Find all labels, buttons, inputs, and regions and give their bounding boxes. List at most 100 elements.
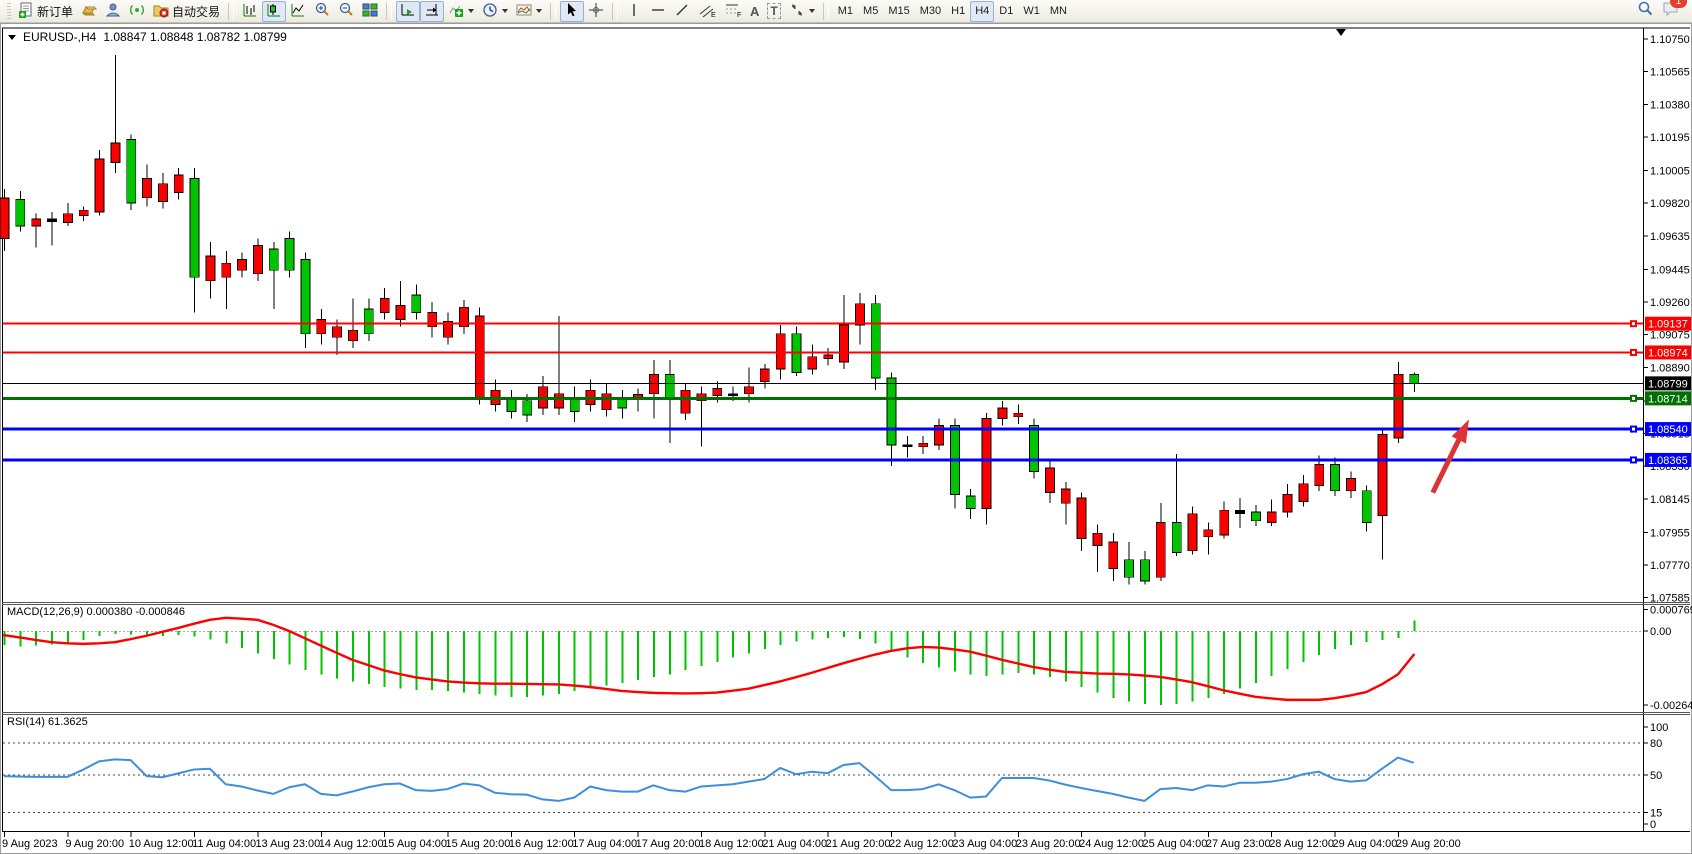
- candle: [237, 259, 248, 271]
- time-axis-label: 11 Aug 04:00: [192, 838, 256, 850]
- candle: [1108, 541, 1119, 569]
- arrows-tool-button[interactable]: [785, 1, 819, 22]
- tile-windows-button[interactable]: [358, 1, 382, 22]
- timeframe-mn-button[interactable]: MN: [1049, 5, 1067, 17]
- candle: [1235, 509, 1245, 515]
- market-watch-button[interactable]: [77, 1, 101, 22]
- chart-plot-area[interactable]: [2, 28, 1643, 602]
- bar-chart-mode-button[interactable]: [238, 1, 262, 22]
- toolbar-grip[interactable]: [7, 3, 11, 19]
- profile-button[interactable]: [101, 1, 125, 22]
- trend-arrow-annotation[interactable]: [1430, 435, 1463, 494]
- price-badge-label: 1.09137: [1648, 319, 1688, 331]
- candle: [94, 158, 105, 213]
- fibonacci-tool-button[interactable]: F: [720, 1, 746, 22]
- macd-tick-label: 0.00: [1650, 626, 1671, 638]
- indicators-dropdown-caret: [468, 9, 475, 13]
- auto-scroll-icon: [400, 2, 416, 21]
- candle: [1124, 559, 1135, 578]
- candle: [1076, 497, 1087, 539]
- time-axis-label: 21 Aug 20:00: [826, 838, 891, 850]
- auto-scroll-button[interactable]: [396, 0, 421, 22]
- timeframe-m30-button[interactable]: M30: [919, 5, 942, 17]
- tile-windows-icon: [362, 2, 378, 21]
- templates-button[interactable]: [512, 1, 546, 22]
- time-axis-label: 17 Aug 20:00: [636, 838, 701, 850]
- candle: [189, 178, 200, 278]
- zoom-in-button[interactable]: [310, 1, 334, 22]
- macd-signal-line: [2, 616, 1415, 702]
- time-axis-label: 15 Aug 04:00: [382, 838, 447, 850]
- chat-button[interactable]: 1: [1662, 0, 1687, 22]
- chart-shift-marker[interactable]: [1336, 29, 1346, 36]
- periods-button[interactable]: [478, 1, 512, 22]
- time-scale-area[interactable]: [2, 832, 1690, 853]
- chart-window: [0, 23, 1692, 854]
- timeframe-w1-button[interactable]: W1: [1023, 5, 1040, 17]
- price-tick-label: 1.08890: [1650, 362, 1690, 374]
- time-axis-label: 10 Aug 12:00: [129, 838, 194, 850]
- rsi-line: [3, 756, 1415, 802]
- chart-shift-button[interactable]: [420, 0, 445, 22]
- candle: [712, 388, 723, 396]
- cursor-tool-button[interactable]: [560, 0, 585, 22]
- search-icon[interactable]: [1637, 0, 1654, 22]
- candle: [965, 495, 976, 509]
- signals-button[interactable]: [125, 1, 149, 22]
- timeframe-h4-button[interactable]: H4: [970, 0, 995, 22]
- candle: [205, 255, 216, 282]
- price-tick-label: 1.09075: [1650, 330, 1690, 342]
- candlestick-mode-button[interactable]: [262, 0, 287, 22]
- candle: [458, 306, 469, 328]
- candle: [601, 393, 612, 411]
- trendline-tool-button[interactable]: [670, 1, 694, 22]
- candle: [0, 197, 10, 239]
- profile-person-icon: [105, 2, 121, 21]
- horizontal-line-tool-button[interactable]: [646, 1, 670, 22]
- indicators-add-icon: [448, 2, 464, 21]
- price-tick-label: 1.10565: [1650, 67, 1690, 79]
- indicators-button[interactable]: [444, 1, 478, 22]
- candlestick-icon: [266, 2, 282, 21]
- candle: [1060, 488, 1071, 504]
- candle: [807, 356, 818, 370]
- candle: [332, 326, 343, 338]
- candle: [649, 373, 659, 395]
- timeframe-h1-button[interactable]: H1: [951, 5, 966, 17]
- candle: [1314, 463, 1325, 486]
- zoom-out-icon: [338, 2, 354, 21]
- price-tick-label: 1.09445: [1650, 264, 1690, 276]
- time-axis-label: 21 Aug 04:00: [762, 838, 827, 850]
- candle: [759, 368, 770, 382]
- time-axis-label: 9 Aug 2023: [2, 838, 58, 850]
- candle: [918, 442, 929, 448]
- candle: [62, 213, 73, 223]
- vertical-line-tool-button[interactable]: [622, 1, 646, 22]
- timeframe-m1-button[interactable]: M1: [837, 5, 854, 17]
- text-label-tool-button[interactable]: T: [763, 1, 784, 22]
- auto-trading-button[interactable]: 自动交易: [149, 1, 224, 22]
- text-tool-button[interactable]: A: [746, 1, 763, 22]
- time-axis-label: 9 Aug 20:00: [65, 838, 124, 850]
- zoom-out-button[interactable]: [334, 1, 358, 22]
- line-chart-mode-button[interactable]: [286, 1, 310, 22]
- crosshair-tool-button[interactable]: [584, 1, 608, 22]
- chart-menu-icon[interactable]: [8, 34, 16, 40]
- main-toolbar: 新订单 自动交易: [0, 0, 1692, 23]
- candle: [1298, 483, 1309, 502]
- timeframe-d1-button[interactable]: D1: [999, 5, 1014, 17]
- candle: [1377, 433, 1388, 516]
- price-scale-area[interactable]: [1644, 28, 1692, 602]
- toolbar-separator: [550, 2, 557, 20]
- candle: [1013, 412, 1024, 418]
- timeframe-m15-button[interactable]: M15: [888, 5, 910, 17]
- candle: [126, 139, 137, 204]
- gold-bar-icon: [81, 2, 98, 21]
- svg-text:E: E: [711, 12, 716, 18]
- candle: [1361, 490, 1372, 524]
- price-tick-label: 1.07955: [1650, 527, 1690, 539]
- new-order-button[interactable]: 新订单: [14, 1, 77, 22]
- channel-tool-button[interactable]: E: [694, 1, 720, 22]
- timeframe-m5-button[interactable]: M5: [863, 5, 879, 17]
